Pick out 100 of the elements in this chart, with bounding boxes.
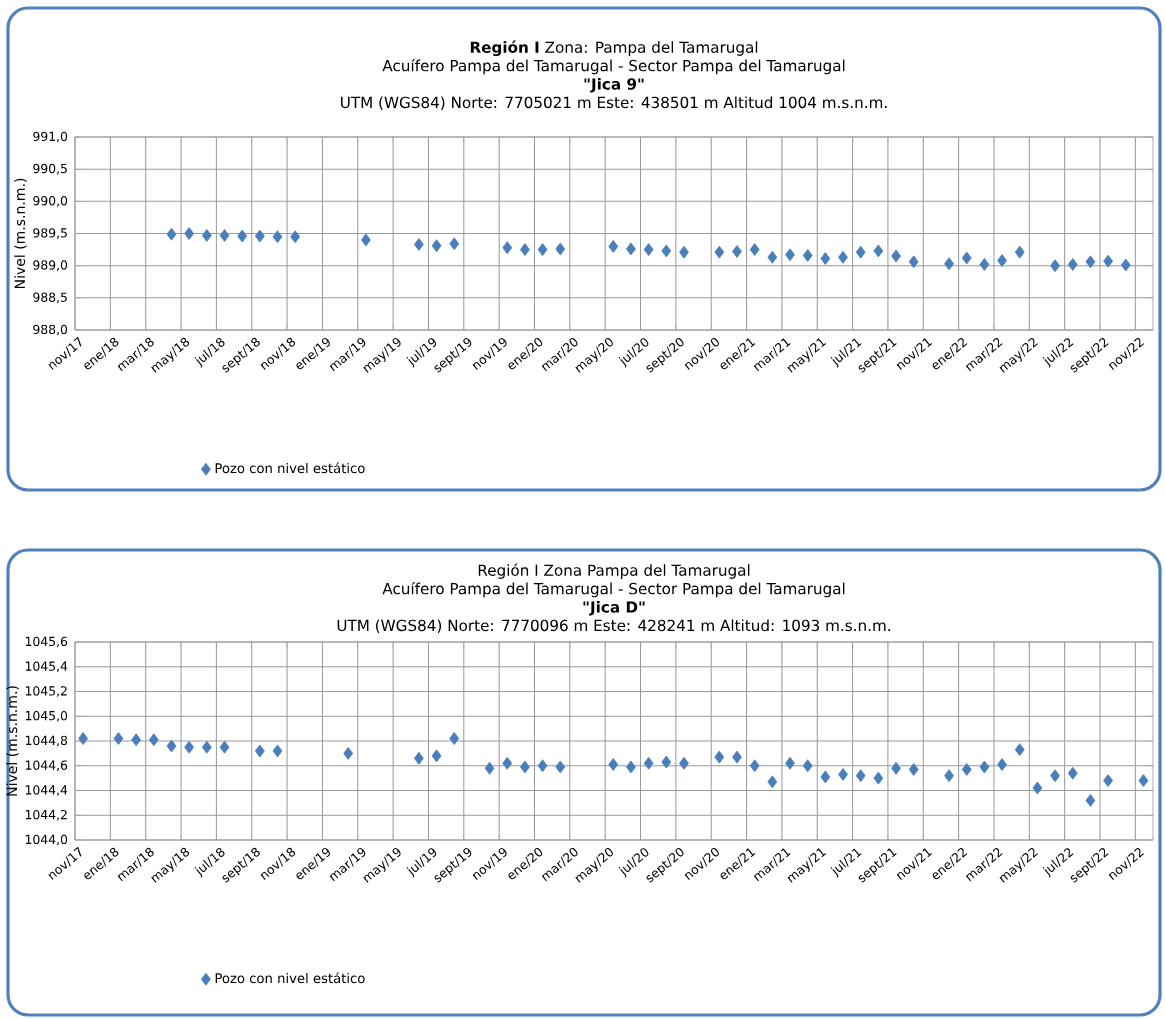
point: [714, 750, 725, 764]
point: [661, 244, 672, 258]
point: [449, 237, 460, 251]
point: [1067, 257, 1078, 271]
y-tick-label: 1044,2: [25, 809, 67, 821]
point: [891, 249, 901, 263]
point: [961, 763, 972, 776]
y-tick-label: 989,5: [33, 228, 67, 239]
point: [908, 763, 919, 776]
point: [555, 760, 566, 774]
point: [237, 229, 248, 243]
point: [201, 229, 212, 242]
point: [272, 744, 283, 758]
point: [520, 760, 530, 774]
point: [944, 257, 954, 271]
point: [1103, 254, 1114, 268]
point: [537, 243, 548, 256]
chart-title: Región I Zona Pampa del Tamarugal: [478, 563, 750, 579]
point: [1085, 255, 1096, 269]
y-tick-label: 1045,0: [25, 710, 68, 722]
text: UTM (WGS84) Norte: 7705021 m Este: 438501 m Altitud 1004 m.s.n.m.: [341, 96, 887, 110]
point: [820, 770, 831, 784]
point: [431, 749, 442, 763]
chart-subtitle: Acuífero Pampa del Tamarugal - Sector Pampa del Tamarugal: [382, 581, 845, 598]
point: [643, 756, 654, 770]
point: [855, 769, 866, 783]
point: [537, 759, 548, 773]
point: [679, 756, 689, 770]
point: [431, 239, 442, 253]
point: [449, 732, 460, 745]
point: [608, 239, 619, 253]
point: [360, 233, 371, 247]
point: [254, 744, 265, 758]
point: [838, 250, 848, 264]
point: [254, 229, 265, 243]
point: [113, 732, 124, 745]
chart-subtitle: Acuífero Pampa del Tamarugal - Sector Pampa del Tamarugal: [382, 58, 845, 75]
point: [184, 227, 195, 240]
point: [78, 732, 89, 745]
y-tick-label: 1044,8: [25, 735, 68, 747]
point: [855, 245, 866, 259]
point: [1103, 774, 1114, 788]
y-axis-title: Nivel (m.s.n.m.): [14, 178, 27, 289]
legend-label: Pozo con nivel estático: [215, 972, 365, 984]
point: [802, 248, 813, 262]
point: [749, 759, 760, 773]
point: [908, 255, 919, 269]
chart-title: Región I Zona: Pampa del Tamarugal: [470, 40, 758, 57]
point: [1138, 774, 1149, 788]
point: [201, 740, 212, 754]
point: [679, 245, 689, 259]
y-tick-label: 988,5: [33, 292, 67, 304]
point: [626, 242, 636, 256]
point: [749, 243, 760, 256]
point: [944, 769, 954, 783]
point: [714, 245, 725, 259]
point: [873, 244, 884, 258]
point: [484, 761, 495, 775]
y-tick-label: 1045,2: [25, 686, 67, 697]
point: [1120, 258, 1131, 272]
point: [1050, 769, 1060, 783]
point: [166, 227, 177, 241]
legend-label: Pozo con nivel estático: [215, 462, 365, 474]
point: [555, 242, 566, 256]
point: [997, 254, 1007, 267]
point: [785, 248, 795, 262]
point: [272, 230, 283, 244]
point: [873, 771, 884, 785]
point: [184, 740, 195, 754]
point: [343, 746, 354, 760]
point: [838, 768, 848, 781]
point: [979, 257, 990, 271]
point: [502, 241, 513, 255]
point: [148, 733, 159, 747]
point: [979, 760, 990, 774]
point: [802, 759, 813, 773]
y-tick-label: 1044,4: [25, 785, 68, 796]
point: [661, 755, 672, 769]
y-tick-label: 991,0: [33, 131, 68, 143]
point: [520, 243, 530, 256]
y-tick-label: 1044,0: [25, 834, 68, 846]
point: [1014, 245, 1025, 259]
point: [219, 740, 230, 754]
point: [1014, 743, 1025, 757]
point: [626, 760, 636, 774]
y-tick-label: 989,0: [33, 260, 68, 271]
point: [1085, 794, 1096, 807]
y-tick-label: 1045,4: [25, 661, 68, 673]
y-tick-label: 990,0: [33, 196, 68, 207]
point: [166, 739, 177, 753]
point: [732, 750, 742, 764]
point: [767, 250, 778, 264]
point: [413, 751, 424, 765]
point: [131, 733, 142, 747]
point: [961, 251, 972, 265]
point: [413, 238, 424, 251]
y-tick-label: 988,0: [33, 324, 68, 336]
point: [820, 252, 831, 265]
point: [997, 758, 1007, 771]
point: [891, 761, 901, 775]
